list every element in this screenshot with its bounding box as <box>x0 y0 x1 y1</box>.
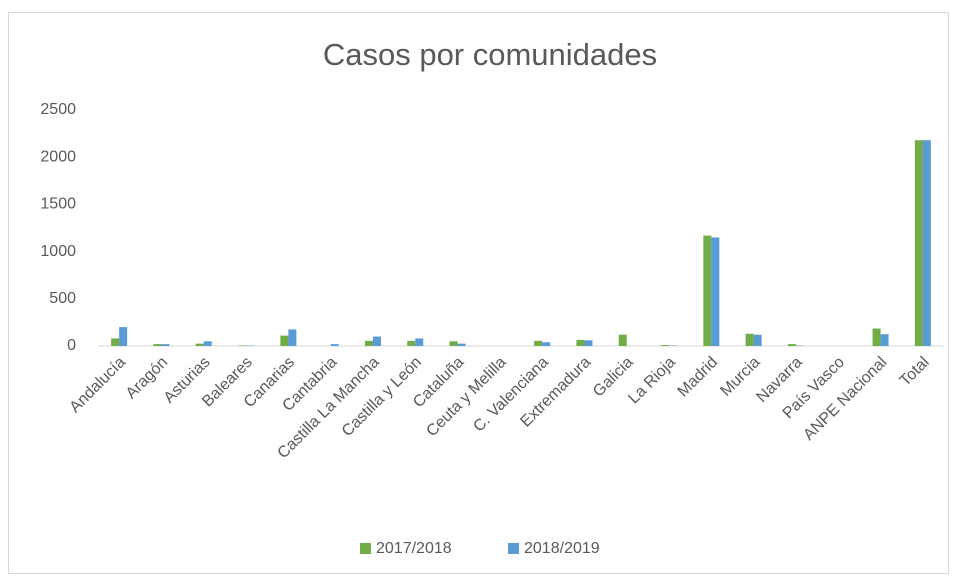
bar <box>787 344 796 346</box>
y-tick-label: 2000 <box>40 148 76 165</box>
chart-title: Casos por comunidades <box>323 37 657 72</box>
bar <box>584 340 593 346</box>
y-tick-label: 1500 <box>40 196 76 213</box>
y-tick-label: 1000 <box>40 243 76 260</box>
bar <box>111 338 120 346</box>
bar <box>618 334 627 346</box>
bar <box>161 344 170 346</box>
bar <box>534 340 543 346</box>
bar <box>914 140 923 346</box>
bar <box>872 328 881 346</box>
bar <box>703 235 712 346</box>
bar <box>364 340 373 346</box>
legend-label: 2017/2018 <box>376 540 452 557</box>
y-tick-label: 2500 <box>40 101 76 118</box>
bar <box>922 140 931 346</box>
bar <box>449 341 458 346</box>
bar <box>280 335 289 346</box>
bar <box>542 342 551 346</box>
bar <box>457 343 466 346</box>
bar <box>153 344 162 346</box>
bar <box>880 334 889 346</box>
legend-swatch <box>360 543 371 554</box>
bar <box>119 327 128 346</box>
bar <box>372 336 381 346</box>
y-tick-label: 0 <box>67 337 76 354</box>
bar <box>195 343 204 346</box>
bar <box>415 338 424 346</box>
bar <box>203 341 212 346</box>
legend-swatch <box>508 543 519 554</box>
chart-border <box>8 12 949 574</box>
bar <box>576 339 585 346</box>
bar <box>661 345 670 346</box>
bar <box>753 334 762 346</box>
bar <box>711 237 720 346</box>
legend-label: 2018/2019 <box>524 540 600 557</box>
bar <box>407 340 416 346</box>
bar <box>288 329 297 346</box>
y-tick-label: 500 <box>49 290 76 307</box>
bar <box>330 344 339 346</box>
bar <box>745 333 754 346</box>
